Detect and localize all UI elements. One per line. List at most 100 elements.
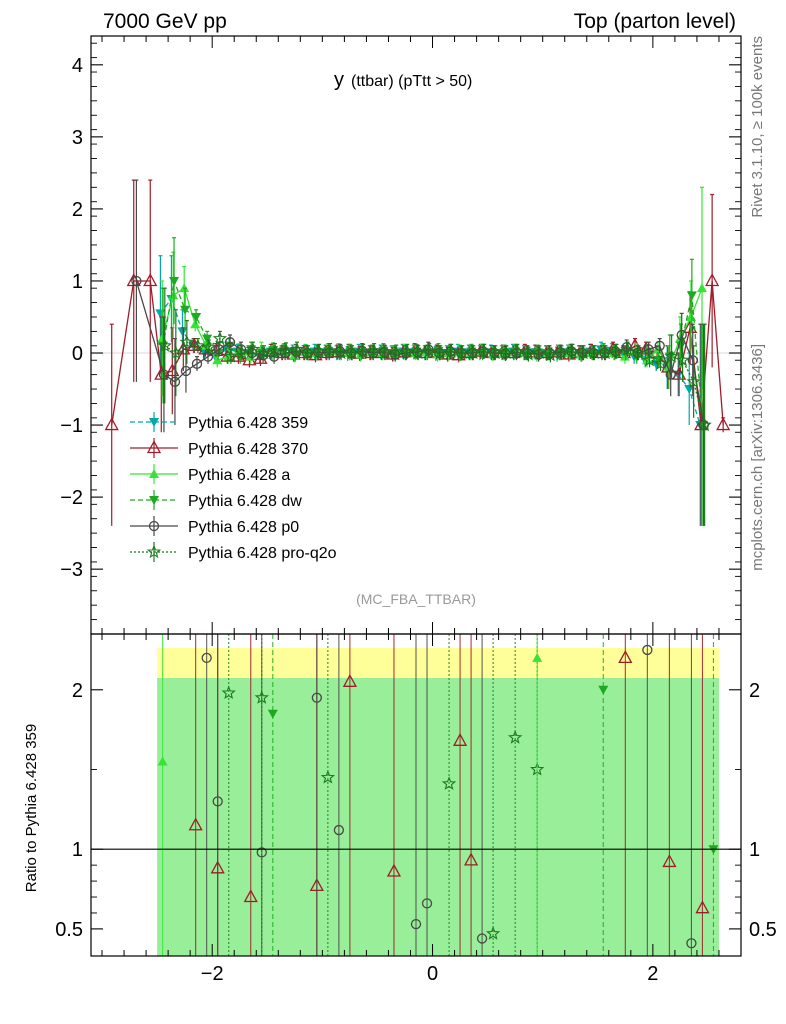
ratio-y-tick-label: 0.5: [55, 919, 83, 941]
data-point: [324, 347, 335, 359]
data-point: [643, 344, 654, 355]
ratio-y-tick-label-right: 1: [749, 839, 760, 861]
mcplots-label: mcplots.cern.ch [arXiv:1306.3436]: [749, 344, 766, 571]
data-point: [554, 345, 569, 360]
main-plot-marks: [91, 179, 741, 526]
data-point: [245, 351, 256, 361]
data-point: [131, 275, 142, 287]
data-point: [654, 340, 665, 351]
y-tick-label: 0: [72, 343, 83, 365]
y-tick-label: 4: [72, 55, 83, 77]
ratio-point: [212, 796, 223, 807]
legend-item-2: Pythia 6.428 370: [130, 438, 308, 458]
ratio-point: [598, 685, 609, 695]
data-point: [191, 312, 202, 322]
ratio-point: [476, 933, 488, 944]
header-right-label: Top (parton level): [574, 10, 736, 33]
ratio-y-tick-label: 2: [72, 680, 83, 702]
legend-marker: [146, 440, 162, 454]
ratio-point: [642, 644, 653, 656]
ratio-y-tick-label: 1: [72, 839, 83, 861]
plot-title-sub: (ttbar) (pTtt > 50): [351, 73, 472, 90]
legend-label: Pythia 6.428 p0: [188, 519, 299, 536]
data-point: [355, 344, 371, 358]
rivet-label: Rivet 3.1.10, ≥ 100k events: [749, 36, 766, 218]
data-point: [143, 273, 158, 287]
data-point: [675, 341, 686, 351]
data-point: [653, 356, 668, 370]
data-point: [279, 347, 291, 359]
data-point: [323, 343, 338, 357]
ratio-point: [386, 863, 402, 877]
data-point: [400, 344, 415, 358]
ratio-plot-panel: 0.5 0.5 1 1 2 2 −2 0 2 Ratio to Pythia 6.428 359: [23, 633, 777, 985]
data-point: [477, 344, 492, 358]
data-point: [202, 351, 214, 362]
ratio-point: [686, 938, 697, 949]
data-point: [642, 352, 657, 367]
data-point: [180, 305, 191, 315]
data-point: [389, 344, 404, 359]
data-point: [433, 345, 448, 360]
ratio-point: [254, 690, 269, 704]
data-point: [642, 347, 653, 357]
data-point: [675, 352, 690, 367]
data-point: [620, 341, 635, 356]
y-tick-label: −2: [60, 487, 83, 509]
y-tick-label: −1: [60, 415, 83, 437]
data-point: [676, 329, 687, 341]
uncertainty-band-inner: [157, 678, 719, 956]
data-point: [190, 319, 201, 329]
data-point: [532, 345, 547, 360]
ratio-point: [333, 824, 345, 836]
data-point: [466, 345, 481, 360]
data-point: [157, 338, 172, 352]
data-point: [377, 345, 393, 360]
data-point: [289, 341, 305, 356]
ratio-point: [410, 918, 422, 930]
data-point: [609, 344, 624, 358]
ratio-point: [532, 652, 543, 662]
main-plot-panel: −3 −2 −1 0 1 2 3 4 y (ttbar) (pTtt > 50) (MC_FB…: [60, 35, 742, 635]
data-point: [104, 417, 119, 431]
data-point: [521, 347, 536, 361]
data-point: [587, 345, 602, 360]
ratio-plot-marks: [91, 634, 741, 956]
data-point: [333, 345, 349, 360]
legend-label: Pythia 6.428 359: [188, 415, 308, 432]
data-point: [190, 338, 206, 352]
ratio-point: [157, 756, 168, 766]
data-point: [256, 345, 272, 360]
data-point: [366, 343, 382, 357]
x-tick-label: 0: [427, 963, 438, 985]
ratio-point: [507, 730, 523, 744]
legend-item-6: Pythia 6.428 pro-q2o: [130, 542, 337, 562]
ratio-axis-label: Ratio to Pythia 6.428 359: [23, 724, 40, 892]
data-point: [278, 342, 294, 357]
data-point: [686, 291, 697, 301]
ratio-point: [243, 889, 258, 903]
data-point: [212, 355, 223, 365]
data-point: [705, 273, 720, 287]
data-point: [444, 344, 459, 358]
legend-label: Pythia 6.428 a: [188, 467, 290, 484]
data-point: [213, 344, 225, 355]
data-point: [169, 276, 180, 286]
legend-marker: [148, 520, 160, 532]
legend-item-1: Pythia 6.428 359: [130, 412, 308, 432]
data-point: [344, 345, 360, 360]
data-point: [716, 417, 731, 431]
watermark-label: (MC_FBA_TTBAR): [356, 591, 476, 607]
data-point: [697, 417, 712, 432]
data-point: [543, 347, 558, 362]
ratio-y-tick-label-right: 0.5: [749, 919, 777, 941]
legend-marker: [149, 469, 159, 478]
legend-item-5: Pythia 6.428 p0: [130, 516, 299, 536]
data-point: [300, 345, 316, 360]
data-point: [179, 334, 195, 349]
ratio-point: [188, 817, 203, 831]
ratio-point: [452, 732, 468, 746]
ratio-point: [662, 854, 677, 868]
ratio-plot-axes: 0.5 0.5 1 1 2 2 −2 0 2: [55, 634, 777, 985]
